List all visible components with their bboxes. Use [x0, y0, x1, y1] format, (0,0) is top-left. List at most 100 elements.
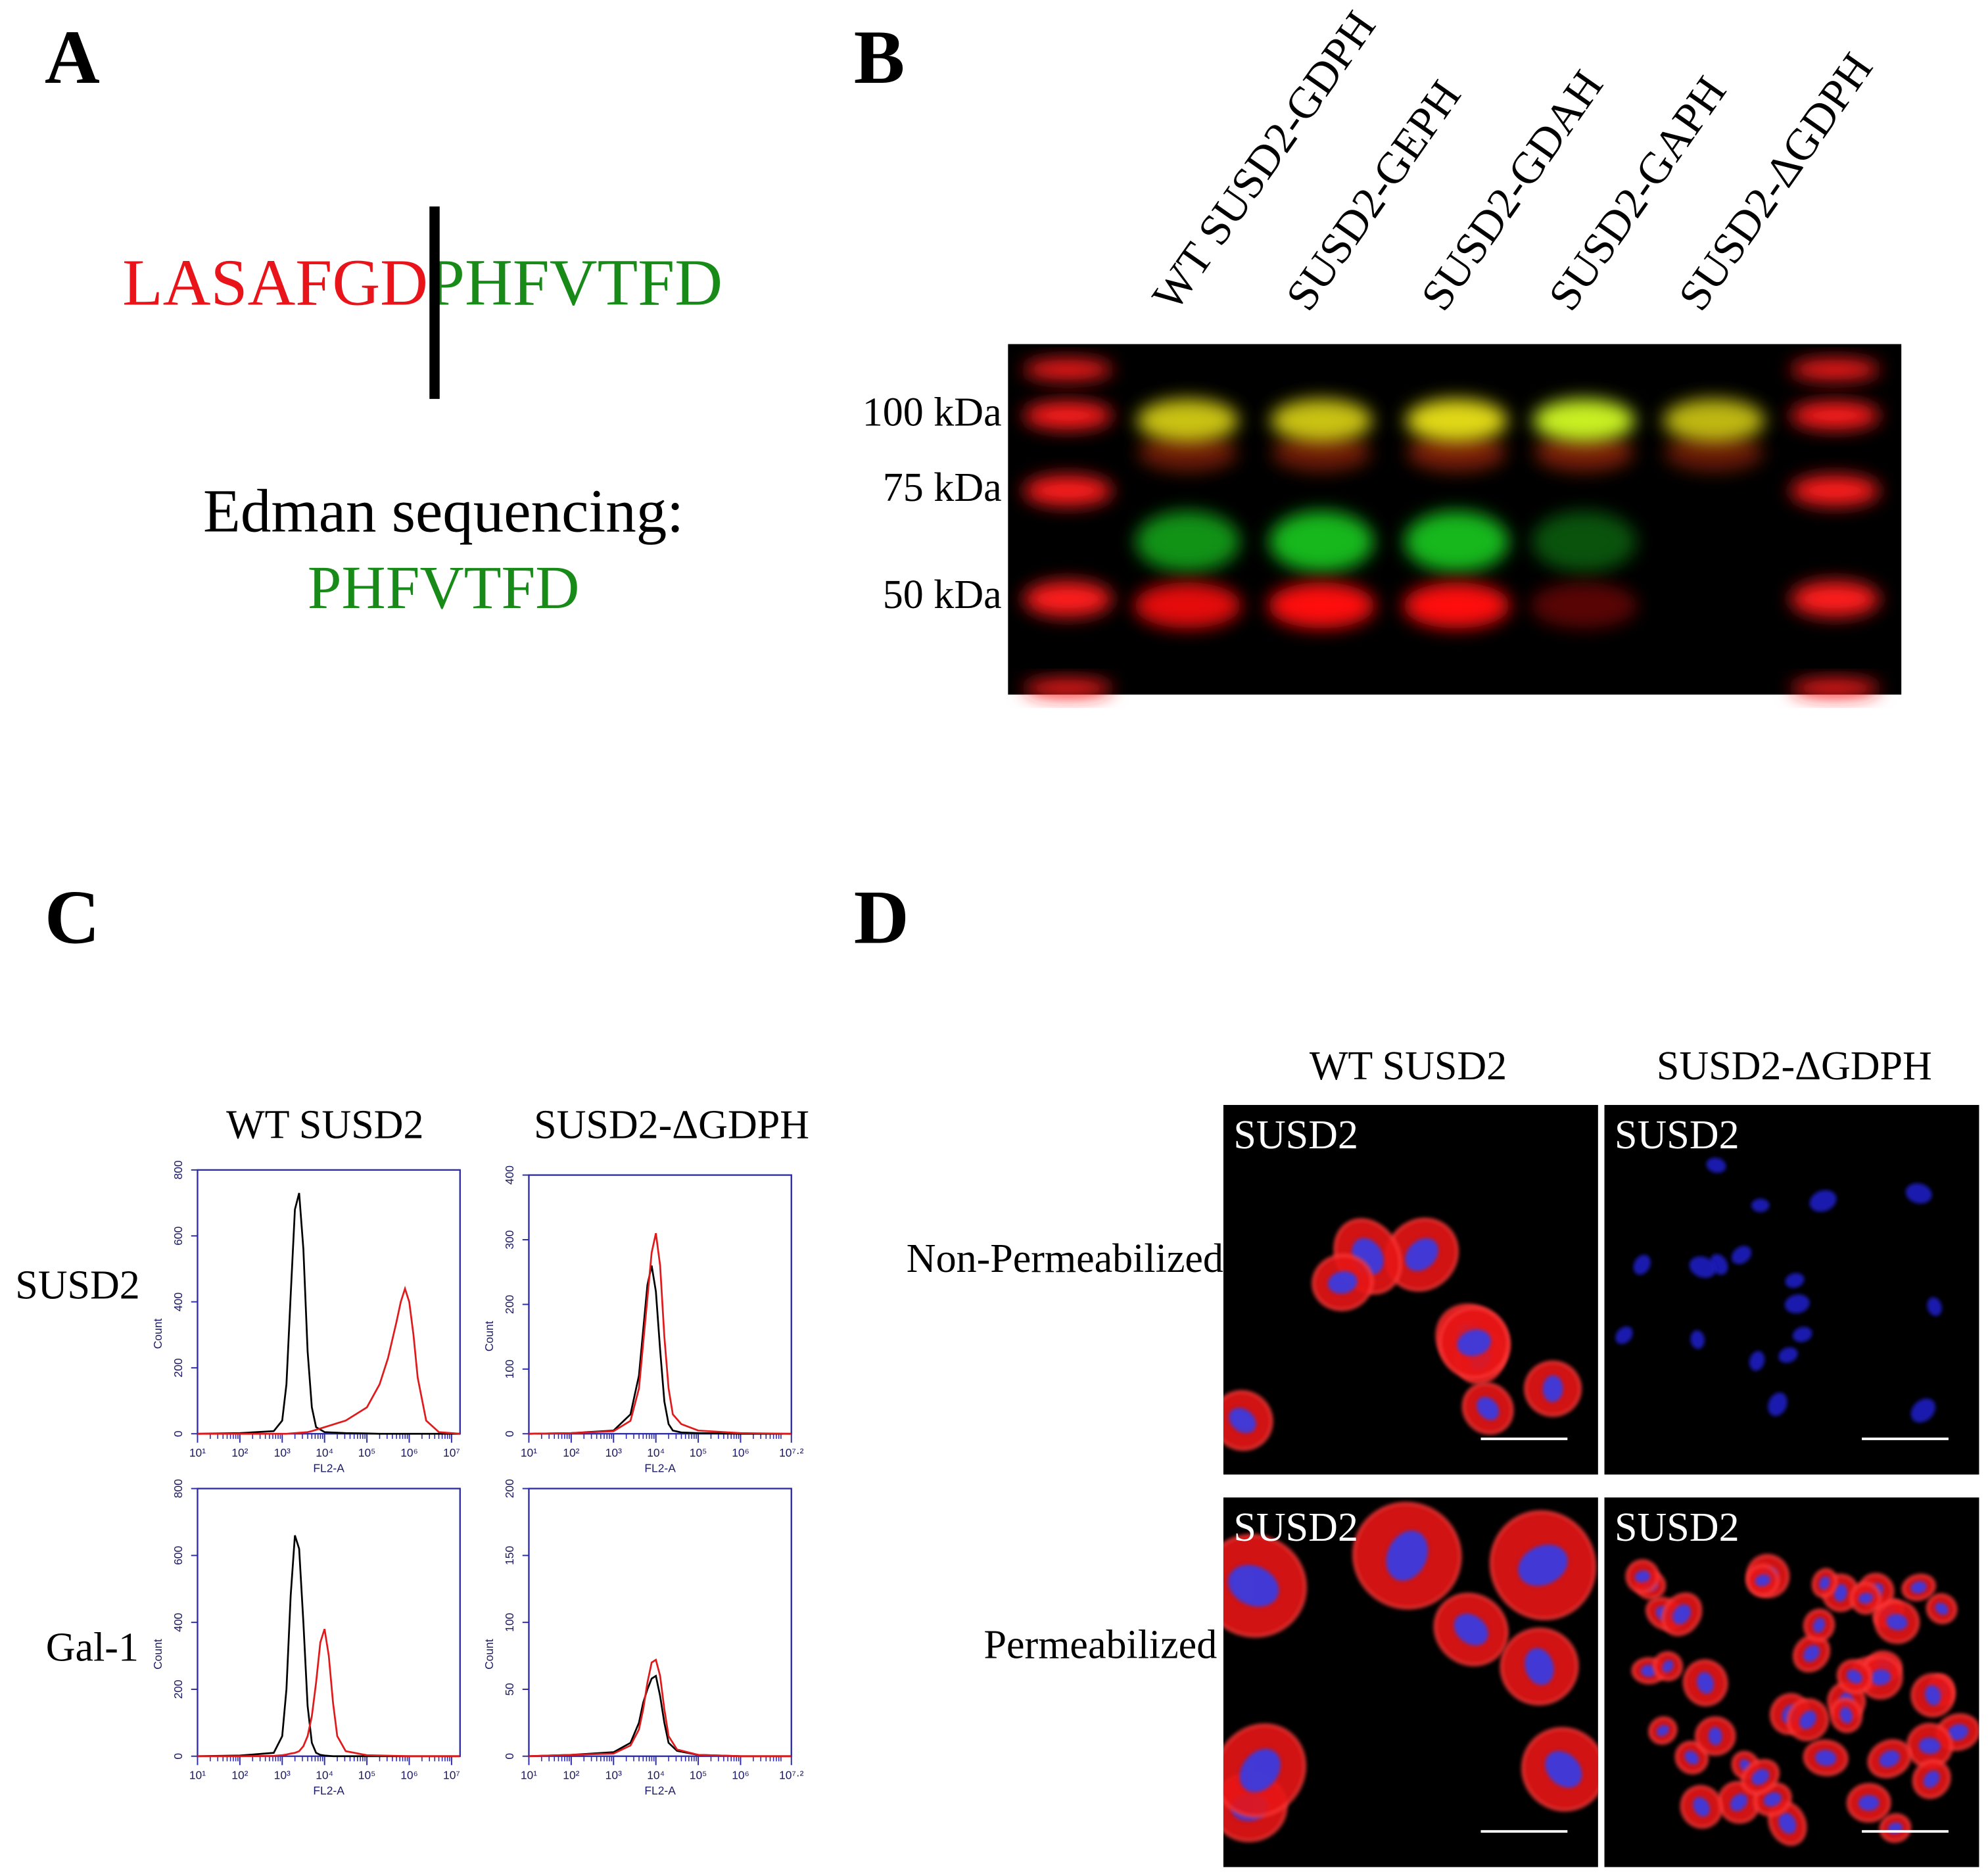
y-tick-label: 800: [172, 1479, 185, 1498]
result: PHFVTFD: [308, 554, 580, 622]
band: [1663, 398, 1765, 442]
y-tick-label: 0: [172, 1753, 185, 1760]
x-axis-label: FL2-A: [313, 1461, 344, 1474]
y-tick-label: 400: [503, 1165, 516, 1184]
nucleus: [1405, 1238, 1438, 1271]
image-label: SUSD2: [1615, 1113, 1740, 1158]
x-tick-label: 10²: [563, 1446, 579, 1459]
nucleus: [1935, 1602, 1949, 1615]
nucleus: [1690, 1330, 1705, 1349]
row-label: Permeabilized: [984, 1622, 1218, 1667]
nucleus: [1910, 1581, 1927, 1594]
histogram-line: [197, 1535, 460, 1758]
band: [1134, 582, 1242, 628]
y-tick-label: 200: [503, 1479, 516, 1498]
nucleus: [1751, 1768, 1770, 1785]
nucleus: [1819, 1576, 1830, 1590]
nucleus: [1633, 1254, 1651, 1275]
nucleus: [1814, 1749, 1837, 1766]
band: [1137, 398, 1239, 442]
nucleus: [1327, 1271, 1358, 1294]
nucleus: [1634, 1570, 1651, 1583]
x-tick-label: 10⁵: [358, 1769, 376, 1782]
column-header: WT SUSD2: [1310, 1044, 1507, 1089]
band: [1023, 475, 1113, 506]
x-axis-label: FL2-A: [644, 1461, 676, 1474]
x-tick-label: 10⁵: [358, 1446, 376, 1459]
y-axis-label: Count: [151, 1639, 164, 1670]
marker-label: 50 kDa: [883, 573, 1002, 617]
nucleus: [1858, 1592, 1873, 1604]
nucleus: [1228, 1564, 1279, 1607]
band: [1664, 433, 1764, 472]
nucleus: [1640, 1664, 1657, 1677]
x-tick-label: 10⁴: [316, 1446, 333, 1459]
micrograph: SUSD2: [1604, 1497, 1979, 1867]
x-tick-label: 10⁶: [732, 1446, 749, 1459]
plot-frame: [197, 1488, 461, 1757]
histogram-line: [197, 1628, 460, 1758]
image-label: SUSD2: [1233, 1505, 1358, 1550]
row-label: Gal-1: [46, 1625, 139, 1670]
nucleus: [1799, 1710, 1817, 1729]
plot-frame: [528, 1174, 792, 1435]
nucleus: [1477, 1396, 1500, 1420]
nucleus: [1656, 1725, 1669, 1737]
nucleus: [1784, 1294, 1810, 1314]
marker-label: 75 kDa: [883, 465, 1002, 510]
x-tick-label: 10³: [605, 1446, 622, 1459]
histogram-line: [529, 1265, 792, 1435]
band: [1271, 433, 1371, 472]
histogram-line: [529, 1674, 792, 1758]
x-tick-label: 10⁵: [690, 1446, 707, 1459]
nucleus: [1239, 1748, 1281, 1793]
panel-label: C: [45, 876, 100, 960]
column-header: SUSD2-ΔGDPH: [1657, 1044, 1932, 1089]
band: [1023, 581, 1113, 617]
cells: [1223, 1217, 1582, 1451]
marker-label: 100 kDa: [863, 390, 1002, 435]
sequence-left: LASAFGD: [122, 245, 428, 319]
micrograph: SUSD2: [1604, 1104, 1979, 1475]
y-tick-label: 400: [172, 1292, 185, 1311]
y-tick-label: 600: [172, 1226, 185, 1245]
nucleus: [1870, 1669, 1891, 1685]
y-tick-label: 100: [503, 1359, 516, 1378]
nucleus: [1693, 1796, 1710, 1817]
y-tick-label: 100: [503, 1612, 516, 1631]
nucleus: [1923, 1770, 1940, 1788]
nucleus: [1518, 1544, 1568, 1586]
nucleus: [1684, 1750, 1699, 1765]
x-tick-label: 10⁵: [690, 1769, 707, 1782]
nucleus: [1386, 1530, 1429, 1581]
y-tick-label: 50: [503, 1683, 516, 1696]
histogram-line: [197, 1192, 460, 1435]
x-tick-label: 10³: [274, 1446, 291, 1459]
y-tick-label: 200: [172, 1679, 185, 1699]
nucleus: [1879, 1750, 1900, 1768]
nucleus: [1615, 1326, 1633, 1344]
nucleus: [1803, 1645, 1820, 1662]
cells: [1625, 1554, 1979, 1846]
y-tick-label: 0: [172, 1430, 185, 1437]
nucleus: [1925, 1685, 1941, 1706]
band: [1023, 401, 1113, 430]
nucleus: [1751, 1198, 1770, 1213]
nucleus: [1785, 1273, 1805, 1288]
nucleus: [1910, 1398, 1936, 1423]
nucleus: [1525, 1648, 1554, 1685]
x-tick-label: 10³: [605, 1769, 622, 1782]
nucleus: [1542, 1375, 1563, 1403]
band: [1135, 511, 1241, 573]
nucleus: [1839, 1707, 1853, 1724]
nucleus: [1457, 1329, 1492, 1357]
y-axis-label: Count: [151, 1319, 164, 1349]
band: [1790, 679, 1880, 697]
nucleus: [1834, 1583, 1848, 1602]
y-axis-label: Count: [483, 1639, 496, 1670]
band: [1407, 433, 1507, 472]
sequence-right: PHFVTFD: [428, 245, 722, 319]
nucleus: [1731, 1246, 1752, 1265]
x-tick-label: 10¹: [189, 1446, 206, 1459]
caption: Edman sequencing:: [203, 477, 684, 545]
